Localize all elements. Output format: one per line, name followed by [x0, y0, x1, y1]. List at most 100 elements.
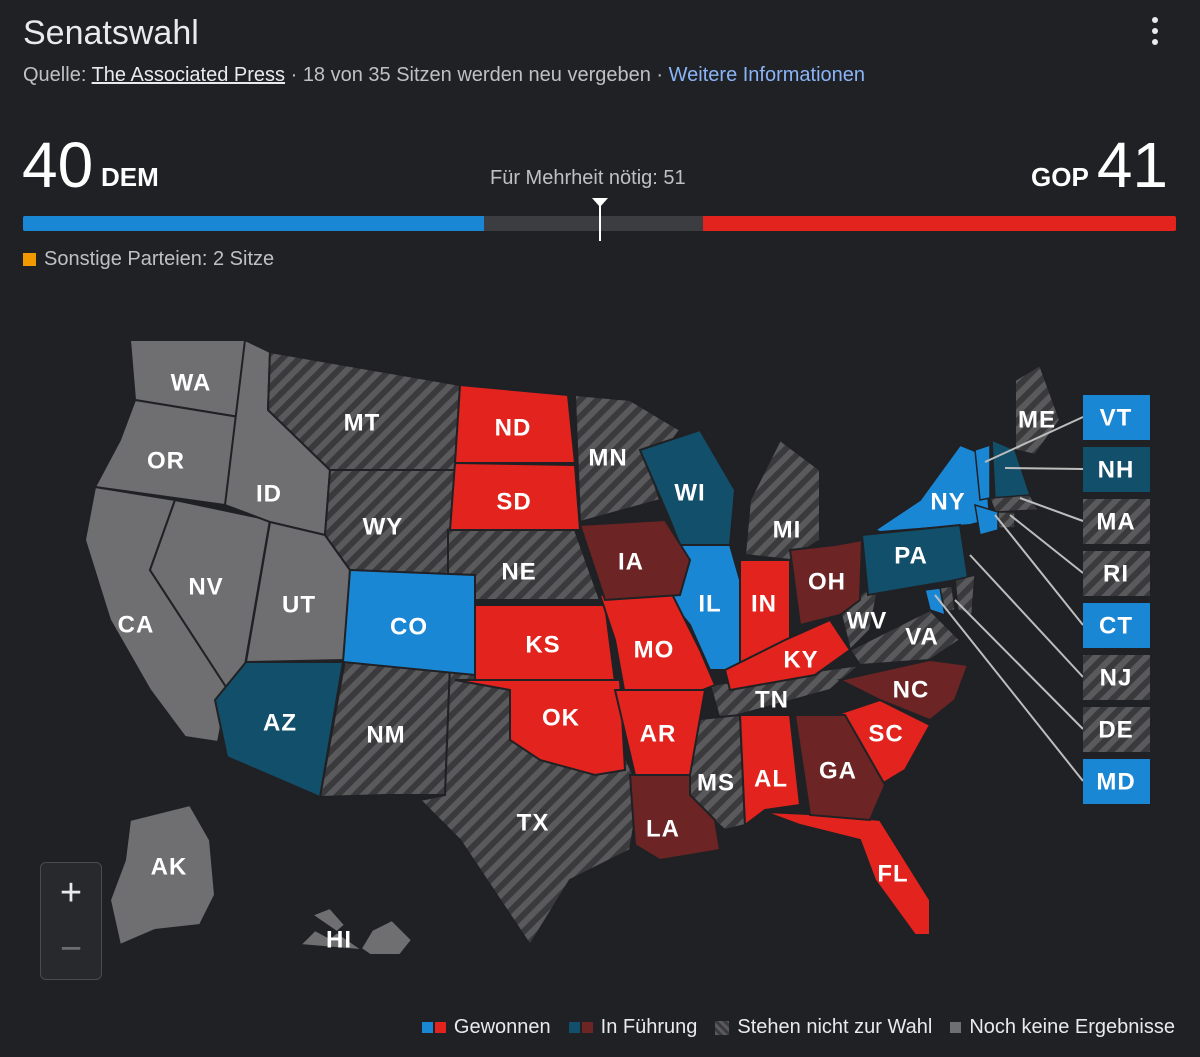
source-link[interactable]: The Associated Press [91, 64, 286, 86]
state-box-label-de: DE [1098, 717, 1133, 744]
state-label-mi: MI [773, 517, 802, 544]
page-title: Senatswahl [23, 14, 199, 52]
state-nc[interactable]: NC [837, 658, 970, 722]
state-label-mn: MN [588, 445, 627, 472]
leader-line-ct [994, 514, 1084, 626]
leader-line-nj [969, 554, 1084, 678]
source-prefix: Quelle: [23, 64, 87, 86]
state-box-label-ma: MA [1096, 509, 1135, 536]
state-label-ia: IA [618, 549, 644, 576]
state-label-nc: NC [893, 677, 930, 704]
legend-won: Gewonnen [421, 1016, 551, 1039]
state-box-md[interactable]: MD [1083, 759, 1150, 804]
state-va[interactable]: VA [848, 608, 962, 667]
map-legend: Gewonnen In Führung Stehen nicht zur Wah… [412, 1016, 1175, 1039]
state-label-ca: CA [118, 612, 155, 639]
state-al[interactable]: AL [738, 714, 802, 827]
seats-info: 18 von 35 Sitzen werden neu vergeben [302, 64, 651, 86]
state-ny[interactable]: NY [872, 443, 992, 534]
state-label-mt: MT [344, 410, 381, 437]
state-nd[interactable]: ND [453, 383, 577, 464]
state-box-ct[interactable]: CT [1083, 603, 1150, 648]
state-label-tn: TN [755, 687, 789, 714]
state-label-wy: WY [363, 514, 404, 541]
majority-threshold: Für Mehrheit nötig: 51 [490, 167, 686, 189]
state-box-de[interactable]: DE [1083, 707, 1150, 752]
state-az[interactable]: AZ [213, 661, 345, 799]
others-color-swatch [23, 253, 36, 266]
state-label-or: OR [147, 448, 185, 475]
state-shape-md[interactable] [924, 587, 946, 617]
state-box-label-nj: NJ [1100, 665, 1133, 692]
state-label-id: ID [256, 481, 282, 508]
state-sd[interactable]: SD [448, 461, 582, 531]
leader-line-md [934, 594, 1084, 782]
state-la[interactable]: LA [628, 774, 722, 862]
state-wi[interactable]: WI [638, 428, 737, 546]
dem-label: DEM [101, 162, 159, 192]
gop-seat-count: 41 [1096, 129, 1168, 201]
state-ia[interactable]: IA [578, 518, 692, 602]
leader-line-vt [984, 416, 1084, 463]
gop-bar-segment [703, 216, 1176, 231]
state-box-nj[interactable]: NJ [1083, 655, 1150, 700]
state-me[interactable]: ME [1014, 363, 1062, 457]
state-ak[interactable]: AK [108, 803, 217, 947]
state-ks[interactable]: KS [474, 604, 617, 683]
state-label-ok: OK [542, 705, 580, 732]
state-label-va: VA [905, 624, 939, 651]
legend-not-up: Stehen nicht zur Wahl [715, 1016, 932, 1039]
state-shape-ct[interactable] [974, 503, 999, 536]
state-box-nh[interactable]: NH [1083, 447, 1150, 492]
state-wa[interactable]: WA [128, 339, 246, 420]
zoom-in-button[interactable]: + [59, 871, 83, 914]
legend-no-results: Noch keine Ergebnisse [950, 1016, 1175, 1039]
state-in[interactable]: IN [739, 559, 791, 667]
state-hi[interactable]: HI [297, 906, 414, 956]
leader-line-ri [1009, 514, 1084, 574]
state-shape-ri[interactable] [997, 511, 1016, 529]
state-box-ri[interactable]: RI [1083, 551, 1150, 596]
state-ms[interactable]: MS [689, 713, 747, 832]
state-label-co: CO [390, 614, 428, 641]
state-box-vt[interactable]: VT [1083, 395, 1150, 440]
state-label-hi: HI [326, 927, 352, 954]
state-label-sd: SD [496, 489, 531, 516]
state-label-ak: AK [151, 854, 188, 881]
state-sc[interactable]: SC [833, 698, 932, 787]
state-label-sc: SC [868, 721, 903, 748]
state-ga[interactable]: GA [793, 714, 887, 822]
state-oh[interactable]: OH [788, 538, 864, 627]
state-label-ut: UT [282, 592, 316, 619]
legend-leading: In Führung [568, 1016, 697, 1039]
dem-bar-segment [23, 216, 485, 231]
majority-marker [599, 206, 601, 241]
state-shape-ma[interactable] [988, 494, 1040, 513]
state-label-wi: WI [674, 480, 705, 507]
more-options-menu-icon[interactable] [1140, 14, 1170, 48]
state-label-il: IL [698, 591, 721, 618]
gop-label: GOP [1031, 162, 1089, 192]
leader-line-nh [1004, 467, 1084, 470]
state-ky[interactable]: KY [723, 618, 852, 692]
state-label-ny: NY [930, 489, 965, 516]
state-label-me: ME [1018, 407, 1056, 434]
state-wy[interactable]: WY [323, 469, 457, 577]
leader-line-ma [1019, 497, 1084, 522]
state-co[interactable]: CO [341, 568, 476, 677]
state-fl[interactable]: FL [764, 811, 931, 936]
state-ne[interactable]: NE [447, 529, 602, 601]
state-pa[interactable]: PA [860, 523, 970, 597]
zoom-out-button[interactable]: − [59, 927, 83, 970]
state-box-label-vt: VT [1100, 405, 1133, 432]
state-or[interactable]: OR [93, 398, 247, 507]
state-label-ar: AR [640, 721, 677, 748]
state-box-ma[interactable]: MA [1083, 499, 1150, 544]
state-label-az: AZ [263, 710, 297, 737]
state-mi[interactable]: MI [743, 438, 821, 562]
dem-seat-count: 40 [22, 129, 94, 201]
more-info-link[interactable]: Weitere Informationen [668, 64, 866, 86]
leader-line-de [954, 599, 1084, 730]
state-wv[interactable]: WV [838, 577, 887, 652]
